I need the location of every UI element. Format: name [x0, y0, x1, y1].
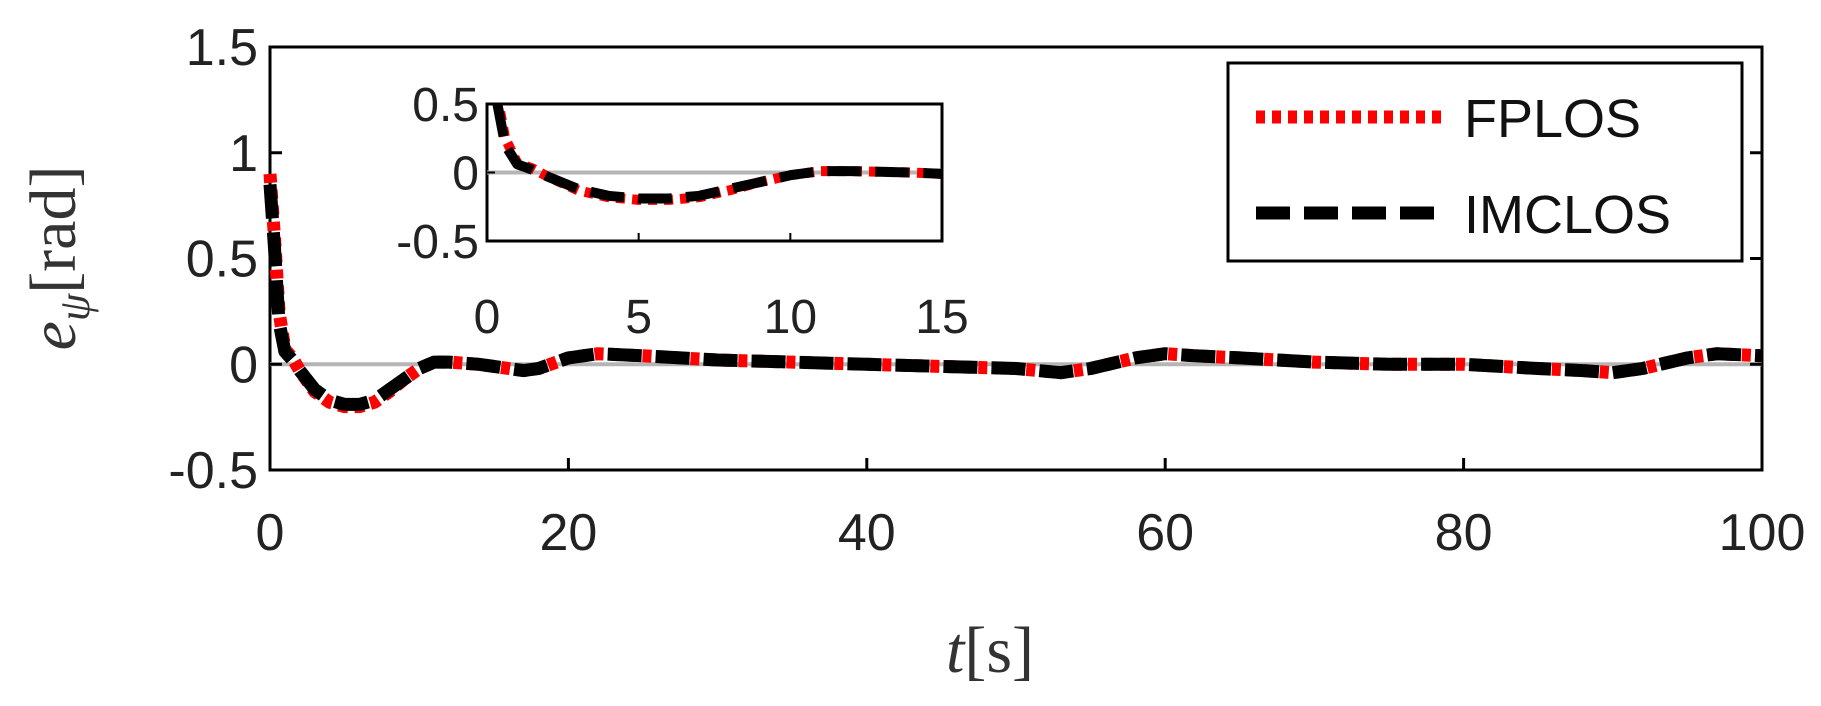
y-axis-variable: e [17, 321, 90, 350]
y-tick-label: -0.5 [168, 442, 258, 500]
inset-y-tick-label: 0.5 [412, 79, 479, 132]
x-axis-variable: t [946, 614, 966, 687]
inset-y-tick-label: 0 [452, 148, 479, 201]
legend-box [1226, 61, 1744, 263]
inset-y-tick-label: -0.5 [396, 216, 479, 269]
inset-x-tick-label: 15 [915, 291, 968, 344]
inset-x-tick-label: 0 [474, 291, 501, 344]
inset-x-tick-label: 10 [764, 291, 817, 344]
y-tick-label: 0.5 [186, 231, 258, 289]
y-axis-subscript: ψ [50, 293, 99, 321]
y-tick-label: 0 [229, 336, 258, 394]
x-tick-label: 0 [256, 504, 285, 562]
legend-label-fplos: FPLOS [1464, 89, 1641, 149]
x-tick-label: 80 [1435, 504, 1493, 562]
x-tick-label: 60 [1136, 504, 1194, 562]
x-axis-label: t[s] [946, 614, 1034, 687]
inset-x-tick-label: 5 [625, 291, 652, 344]
series-line-imclos [263, 184, 1763, 411]
y-axis-label: eψ[rad] [17, 166, 99, 351]
inset-series-group [492, 104, 942, 205]
y-tick-label: 1.5 [186, 19, 258, 77]
y-axis-unit: [rad] [17, 166, 90, 294]
legend-label-imclos: IMCLOS [1464, 185, 1671, 245]
y-tick-label: 1 [229, 125, 258, 183]
x-tick-label: 40 [838, 504, 896, 562]
x-tick-label: 20 [539, 504, 597, 562]
x-axis-unit: [s] [964, 614, 1034, 687]
x-tick-label: 100 [1719, 504, 1806, 562]
inset-series-line-imclos [492, 104, 942, 204]
